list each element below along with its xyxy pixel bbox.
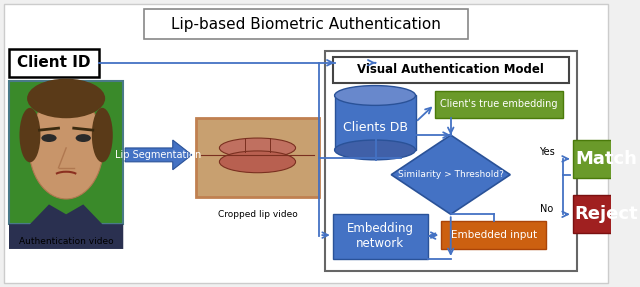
Ellipse shape [19,108,40,162]
Ellipse shape [27,79,105,118]
Text: Authentication video: Authentication video [19,236,113,246]
Ellipse shape [220,151,296,173]
Polygon shape [391,135,510,214]
Ellipse shape [76,134,91,142]
Text: No: No [540,204,554,214]
Text: Match: Match [575,150,637,168]
Bar [441,221,546,249]
Text: Lip Segmentation: Lip Segmentation [115,150,202,160]
Bar [196,118,319,197]
Bar [325,51,577,271]
Text: Client's true embedding: Client's true embedding [440,99,557,109]
Bar [435,90,563,118]
Text: Embedding
network: Embedding network [347,222,414,250]
Bar [573,140,639,178]
Bar [333,214,428,259]
Ellipse shape [42,134,56,142]
Ellipse shape [29,95,103,199]
Text: Similarity > Threshold?: Similarity > Threshold? [398,170,504,179]
Polygon shape [125,140,192,170]
Text: Cropped lip video: Cropped lip video [218,210,298,219]
Bar [333,57,569,83]
Ellipse shape [335,86,415,105]
Bar [9,81,124,224]
Ellipse shape [335,140,415,160]
Bar [144,9,468,39]
Text: Visual Authentication Model: Visual Authentication Model [357,63,544,76]
Text: Clients DB: Clients DB [342,121,408,134]
Bar [9,49,99,77]
Bar [573,195,639,233]
Text: Client ID: Client ID [17,55,90,70]
Text: Embedded input: Embedded input [451,230,536,240]
Text: Lip-based Biometric Authentication: Lip-based Biometric Authentication [171,17,441,32]
Ellipse shape [92,108,113,162]
Text: Reject: Reject [574,205,637,223]
Bar [335,96,415,150]
Text: Yes: Yes [539,147,555,157]
Ellipse shape [220,138,296,158]
Polygon shape [9,204,124,249]
